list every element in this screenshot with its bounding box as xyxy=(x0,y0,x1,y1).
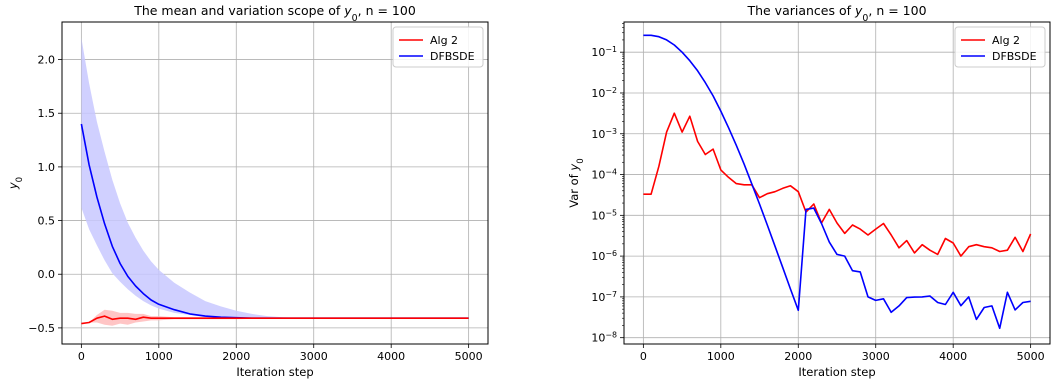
chart-title-part: 0 xyxy=(862,13,868,24)
x-tick-label: 4000 xyxy=(377,350,405,363)
chart-title-part: y xyxy=(854,3,863,18)
legend-label: Alg 2 xyxy=(430,34,458,47)
legend-label: DFBSDE xyxy=(992,50,1037,63)
y-axis-label-part: y xyxy=(6,182,20,190)
x-tick-label: 1000 xyxy=(145,350,173,363)
x-tick-label: 0 xyxy=(640,350,647,363)
y-tick-label-part: 10 xyxy=(591,87,605,100)
y-tick-label: 1.5 xyxy=(38,107,56,120)
x-tick-label: 0 xyxy=(78,350,85,363)
legend-box xyxy=(392,26,484,68)
y-axis-label-part: 0 xyxy=(15,177,25,182)
y-tick-label: −0.5 xyxy=(28,322,55,335)
x-tick-label: 3000 xyxy=(300,350,328,363)
x-tick-label: 5000 xyxy=(455,350,483,363)
y-tick-label-part: −7 xyxy=(605,289,617,298)
legend: Alg 2 DFBSDE xyxy=(954,26,1046,68)
chart-title-part: y xyxy=(343,3,352,18)
y-tick-label: 0.0 xyxy=(38,268,56,281)
y-tick-label-part: −3 xyxy=(605,126,617,135)
y-axis-label-part: 0 xyxy=(576,158,586,163)
y-tick-label-part: 10 xyxy=(591,46,605,59)
x-tick-label: 1000 xyxy=(707,350,735,363)
y-tick-label: 10−7 xyxy=(591,289,617,304)
chart-title-part: , n = 100 xyxy=(868,3,926,18)
chart-2: 0 1000 2000 3000 4000 500010−810−710−610−510−… xyxy=(567,3,1051,379)
legend: Alg 2 DFBSDE xyxy=(392,26,484,68)
y-tick-label-part: −4 xyxy=(605,167,617,176)
chart-title-part: , n = 100 xyxy=(358,3,416,18)
x-axis-label: Iteration step xyxy=(798,365,875,379)
band-dfbsde xyxy=(81,38,469,319)
series-line-dfbsde xyxy=(80,123,469,320)
y-axis-label-part: Var of xyxy=(567,171,581,208)
y-tick-label-part: 10 xyxy=(591,332,605,345)
y-tick-label-part: −1 xyxy=(605,45,617,54)
series-line-alg-2 xyxy=(643,112,1032,257)
y-tick-label-part: 10 xyxy=(591,291,605,304)
legend-label: Alg 2 xyxy=(992,34,1020,47)
x-tick-label: 3000 xyxy=(862,350,890,363)
y-tick-label-part: −5 xyxy=(605,208,617,217)
y-tick-label: 10−2 xyxy=(591,85,617,100)
chart-title-part: 0 xyxy=(352,13,358,24)
chart-1: 0 1000 2000 3000 4000 5000 −0.5 0.0 0.5 1.0 1.5 2.0… xyxy=(6,3,489,379)
x-tick-label: 4000 xyxy=(939,350,967,363)
chart-title: The mean and variation scope of y0, n = … xyxy=(133,3,416,24)
y-tick-label: 10−4 xyxy=(591,167,617,182)
series-line-dfbsde xyxy=(643,34,1031,330)
y-tick-label-part: 10 xyxy=(591,128,605,141)
plot-area xyxy=(80,38,469,326)
y-axis-label: y0 xyxy=(6,177,25,190)
plot-area xyxy=(643,34,1032,330)
grid xyxy=(62,22,488,344)
y-tick-label-part: −2 xyxy=(605,85,617,94)
y-tick-label: 10−3 xyxy=(591,126,617,141)
y-tick-label: 1.0 xyxy=(38,161,56,174)
grid xyxy=(624,22,1050,344)
y-tick-label: 10−6 xyxy=(591,249,617,264)
plot-frame xyxy=(623,21,1051,345)
y-tick-label: 2.0 xyxy=(38,54,56,67)
x-tick-label: 2000 xyxy=(222,350,250,363)
chart-title-part: The mean and variation scope of xyxy=(133,3,344,18)
chart-title: The variances of y0, n = 100 xyxy=(746,3,926,24)
series-line-alg-2 xyxy=(81,315,469,325)
y-tick-label-part: 10 xyxy=(591,209,605,222)
y-axis-label: Var of y0 xyxy=(567,158,586,207)
y-tick-label: 0.5 xyxy=(38,215,56,228)
chart-title-part: The variances of xyxy=(746,3,855,18)
legend-box xyxy=(954,26,1046,68)
y-tick-label: 10−1 xyxy=(591,45,617,60)
y-tick-label-part: −6 xyxy=(605,249,617,258)
x-tick-label: 2000 xyxy=(784,350,812,363)
y-tick-label: 10−8 xyxy=(591,330,617,345)
y-tick-label-part: −8 xyxy=(605,330,617,339)
x-axis-label: Iteration step xyxy=(236,365,313,379)
y-tick-label-part: 10 xyxy=(591,169,605,182)
y-tick-label: 10−5 xyxy=(591,208,617,223)
y-axis-label-part: y xyxy=(567,164,581,172)
x-tick-label: 5000 xyxy=(1017,350,1045,363)
legend-label: DFBSDE xyxy=(430,50,475,63)
plot-frame xyxy=(61,21,489,345)
y-tick-label-part: 10 xyxy=(591,250,605,263)
